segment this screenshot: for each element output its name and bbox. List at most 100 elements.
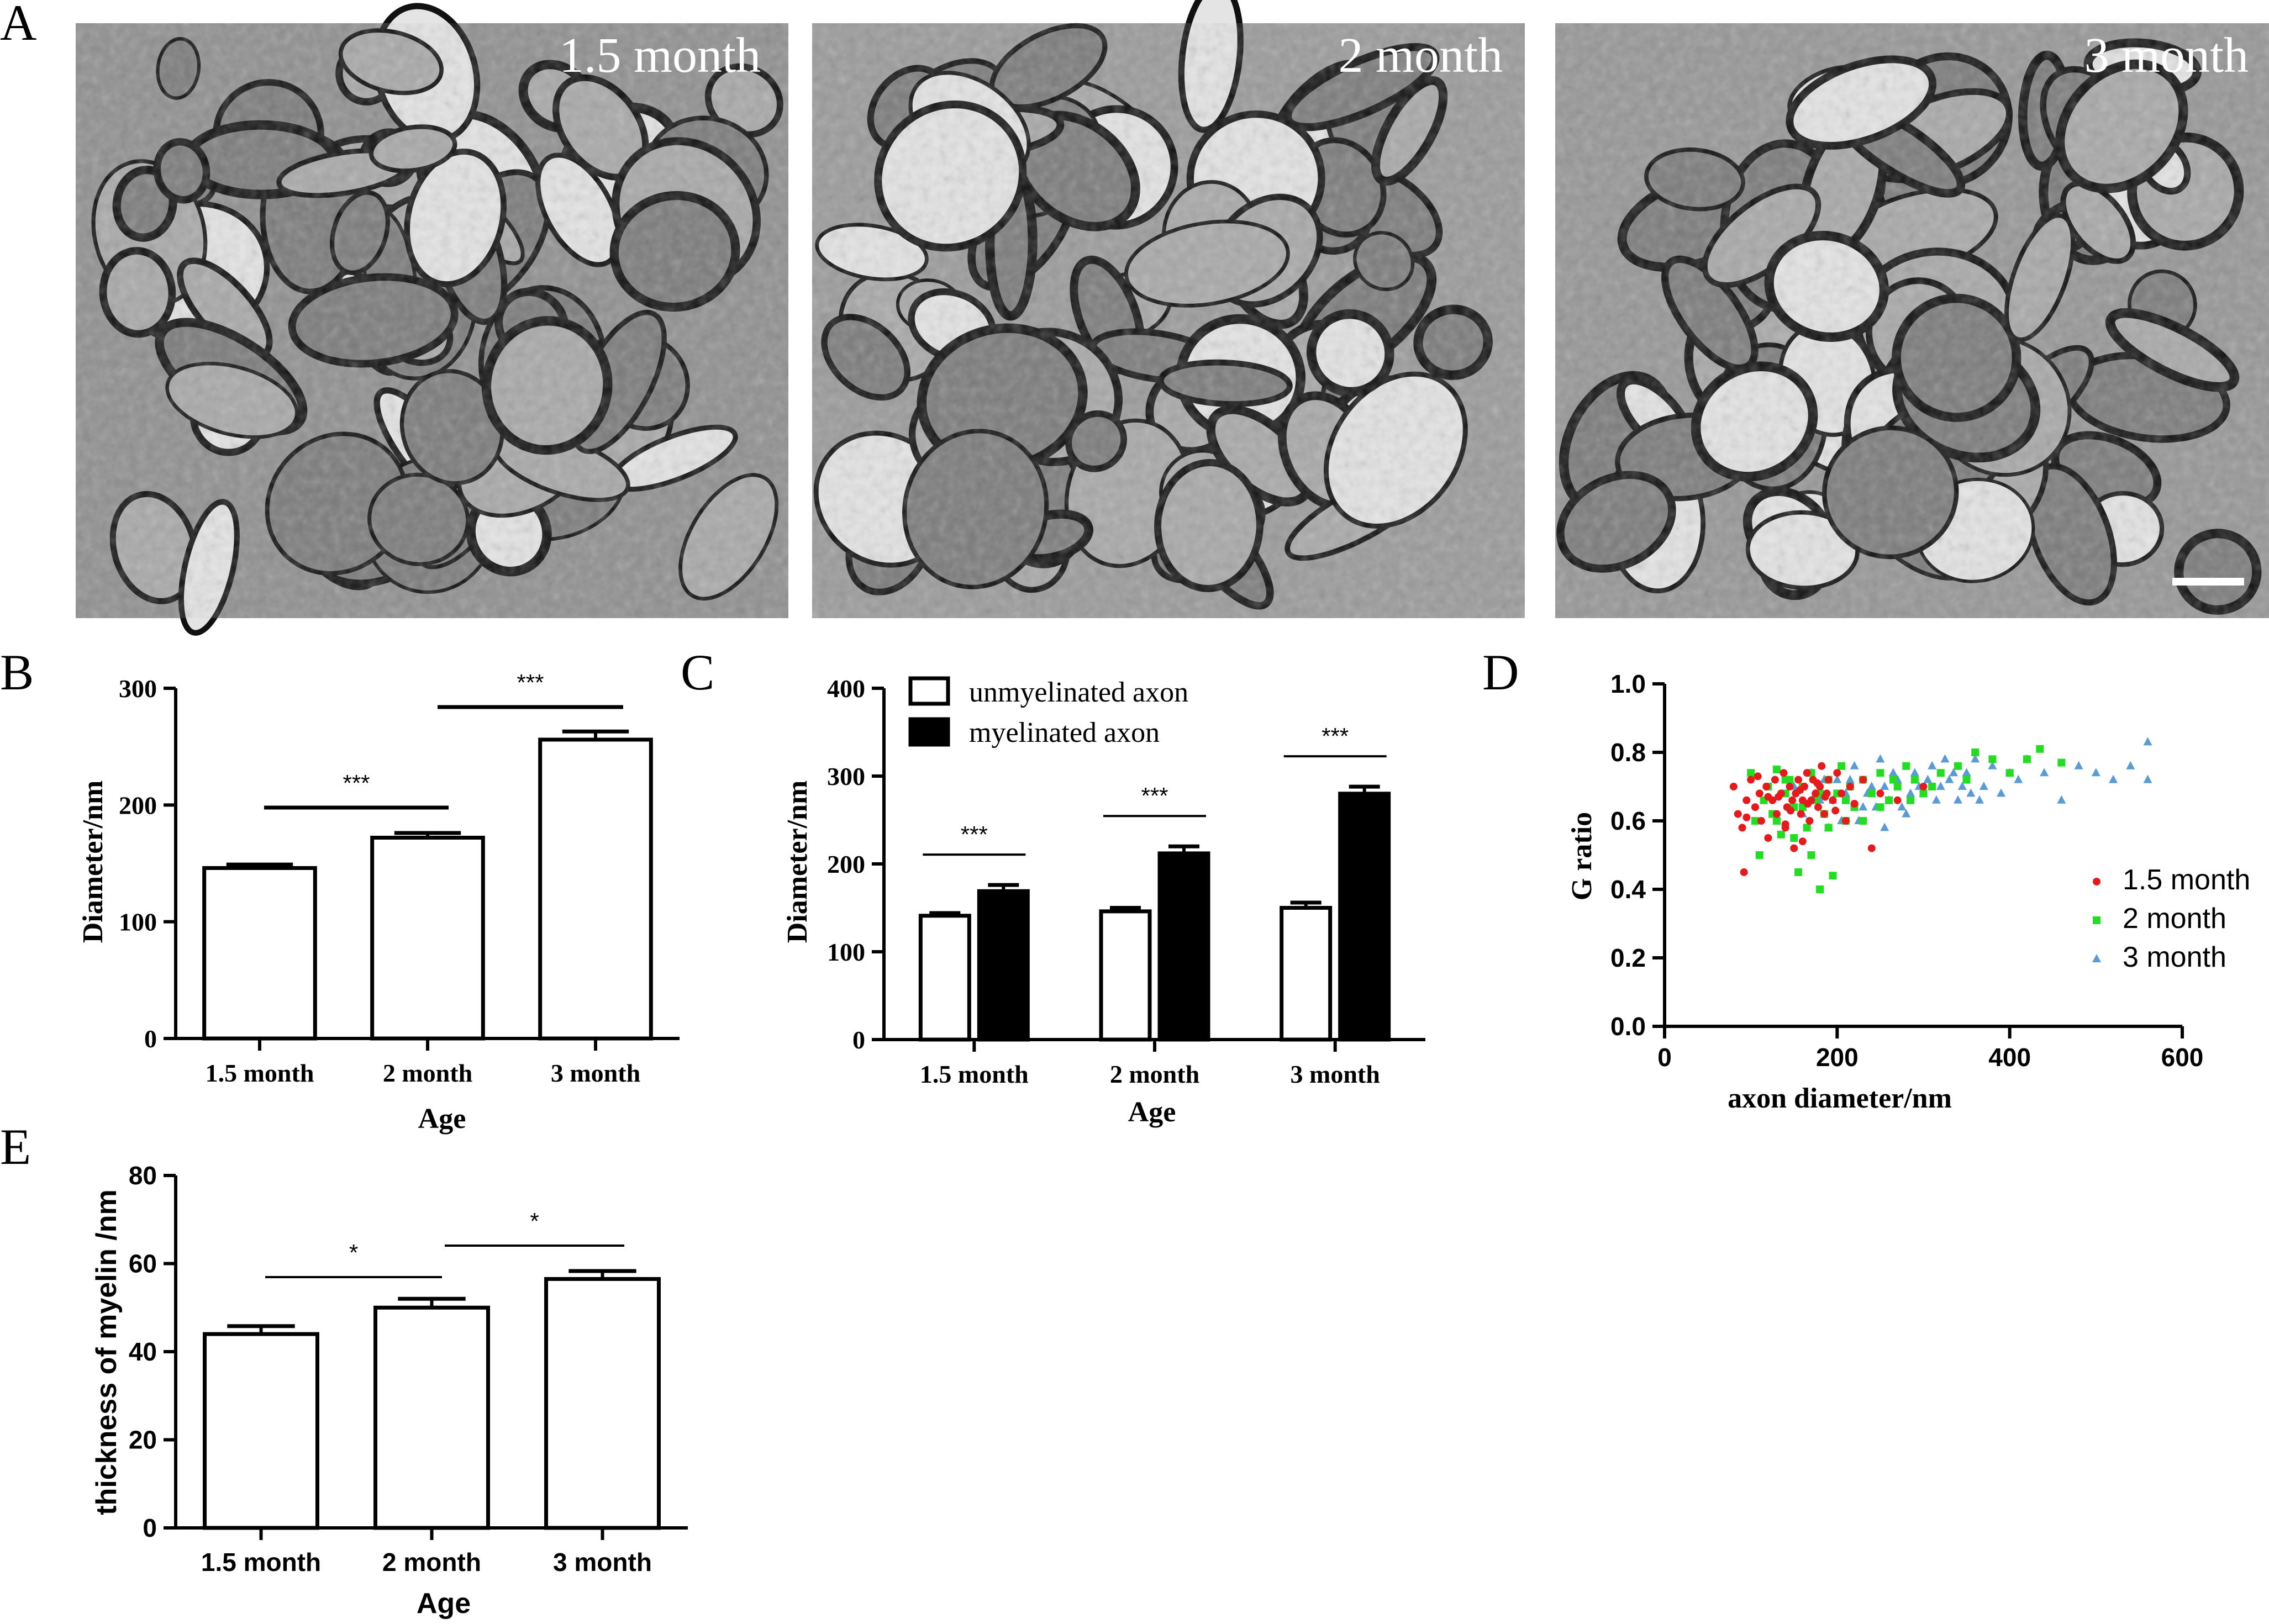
y-tick-label: 200 <box>119 791 157 819</box>
data-point <box>1755 789 1763 798</box>
data-point <box>1764 793 1772 801</box>
data-point <box>1773 817 1781 825</box>
bar <box>544 1277 661 1530</box>
data-point <box>1804 800 1812 808</box>
legend-label-myelinated: myelinated axon <box>969 717 1160 748</box>
panel-d-x-axis: 0 200 400 600 <box>1657 1025 2204 1072</box>
data-point <box>1867 789 1876 798</box>
bar-myelinated <box>1157 851 1210 1042</box>
micrograph-3: 3 month <box>1555 23 2269 618</box>
data-point <box>1755 851 1763 859</box>
y-tick-label: 1.0 <box>1610 669 1646 698</box>
data-point <box>2057 758 2066 767</box>
data-point <box>1859 817 1867 825</box>
data-point <box>1738 824 1746 832</box>
panel-letter-c: C <box>681 644 714 700</box>
panel-b-y-title: Diameter/nm <box>77 781 109 943</box>
data-point <box>1824 776 1833 784</box>
data-point <box>1803 769 1811 777</box>
data-point <box>1821 793 1829 801</box>
y-tick-label: 0.8 <box>1610 738 1646 767</box>
data-point <box>1940 754 1950 763</box>
legend-label: 2 month <box>2123 903 2226 935</box>
data-point <box>1859 802 1868 811</box>
x-tick-label: 3 month <box>1291 1060 1380 1088</box>
x-tick-label: 2 month <box>1110 1060 1199 1088</box>
panel-d-y-title: G ratio <box>1566 812 1598 900</box>
x-tick-label: 2 month <box>382 1548 481 1576</box>
data-point <box>1747 776 1755 784</box>
data-point <box>1829 796 1837 804</box>
bar <box>370 836 485 1041</box>
data-point <box>1888 768 1898 777</box>
legend-marker <box>2093 878 2100 885</box>
data-point <box>1936 782 1945 790</box>
micrograph-1: 1.5 month <box>76 3 788 636</box>
significance-label: *** <box>517 669 544 695</box>
significance-label: *** <box>343 770 370 796</box>
data-point <box>1907 796 1915 804</box>
x-tick-label: 3 month <box>553 1548 652 1576</box>
panel-b-y-axis: 0 100 200 300 <box>119 674 177 1053</box>
panel-b-x-title: Age <box>418 1103 466 1135</box>
panel-c-x-title: Age <box>1128 1096 1176 1128</box>
micrograph-2-label: 2 month <box>1338 28 1503 83</box>
data-point <box>1816 885 1824 893</box>
data-point <box>2014 774 2023 783</box>
data-point <box>1813 779 1821 787</box>
data-point <box>1820 810 1828 818</box>
data-point <box>1845 774 1855 783</box>
data-point <box>1966 788 1976 797</box>
data-point <box>1841 796 1850 804</box>
data-point <box>1867 782 1876 790</box>
data-point <box>1928 761 1937 769</box>
data-point <box>1923 774 1933 783</box>
data-point <box>1764 834 1772 842</box>
data-point <box>1797 810 1805 818</box>
data-point <box>1945 774 1954 783</box>
data-point <box>1831 806 1840 815</box>
data-point <box>1910 768 1919 777</box>
data-point <box>1740 868 1748 876</box>
micrograph-1-label: 1.5 month <box>559 28 761 83</box>
bar <box>373 1305 490 1530</box>
data-point <box>1880 822 1889 831</box>
y-tick-label: 80 <box>129 1161 157 1190</box>
data-point <box>1889 776 1897 784</box>
data-point <box>1971 754 1980 763</box>
data-point <box>1781 820 1789 829</box>
data-point <box>1734 810 1742 818</box>
data-point <box>2143 774 2152 783</box>
data-point <box>1897 802 1907 811</box>
significance-label: *** <box>961 821 988 847</box>
data-point <box>2057 795 2066 804</box>
panel-e-bars <box>203 1269 661 1530</box>
data-point <box>1833 769 1841 777</box>
panel-b-x-axis: 1.5 month 2 month 3 month <box>176 1037 680 1087</box>
y-tick-label: 400 <box>827 674 865 703</box>
data-point <box>2040 768 2049 777</box>
panel-c-chart: 0 100 200 300 400 1.5 month 2 month 3 month **… <box>782 674 1425 1128</box>
bar <box>538 737 653 1041</box>
panel-d-y-axis: 0.0 0.2 0.4 0.6 0.8 1.0 <box>1610 669 1666 1041</box>
data-point <box>1824 824 1833 832</box>
x-tick-label: 1.5 month <box>201 1548 321 1576</box>
micrograph-3-noise <box>1555 23 2269 618</box>
data-point <box>1919 783 1928 790</box>
data-point <box>1777 830 1785 839</box>
data-point <box>1906 788 1915 797</box>
legend-label: 1.5 month <box>2123 864 2250 896</box>
data-point <box>1850 800 1859 808</box>
data-point <box>1962 768 1971 777</box>
data-point <box>1838 789 1846 798</box>
data-point <box>1910 776 1919 784</box>
panel-c-y-title: Diameter/nm <box>782 781 813 943</box>
data-point <box>2091 768 2100 777</box>
data-point <box>1805 817 1814 825</box>
x-tick-label: 600 <box>2161 1043 2204 1072</box>
panel-c-legend: unmyelinated axon myelinated axon <box>908 676 1188 748</box>
panel-c-y-axis: 0 100 200 300 400 <box>827 674 886 1054</box>
data-point <box>1846 783 1854 790</box>
micrograph-3-label: 3 month <box>2084 28 2249 83</box>
